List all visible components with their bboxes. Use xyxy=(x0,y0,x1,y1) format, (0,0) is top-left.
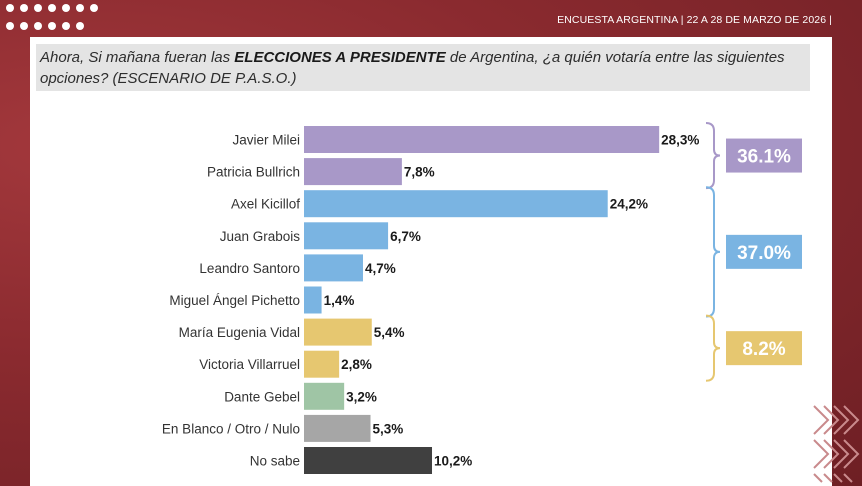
category-label-3: Juan Grabois xyxy=(220,229,301,244)
bar-4 xyxy=(304,254,363,282)
category-label-1: Patricia Bullrich xyxy=(207,165,300,180)
bar-9 xyxy=(304,414,371,442)
value-label-4: 4,7% xyxy=(365,261,396,276)
category-label-10: No sabe xyxy=(250,454,300,469)
category-label-6: María Eugenia Vidal xyxy=(179,325,300,340)
category-label-7: Victoria Villarruel xyxy=(199,357,300,372)
value-label-10: 10,2% xyxy=(434,454,472,469)
bar-3 xyxy=(304,222,389,250)
chevron-pattern-icon xyxy=(813,405,860,483)
bar-chart: Javier Milei 28,3% Patricia Bullrich 7,8% Ax… xyxy=(162,122,802,474)
group-total-0: 36.1% xyxy=(737,147,791,168)
bar-2 xyxy=(304,190,608,218)
bar-0 xyxy=(304,126,660,153)
decorative-dots xyxy=(6,4,106,34)
question-emphasis: ELECCIONES A PRESIDENTE xyxy=(234,49,446,66)
group-brace-0 xyxy=(705,122,721,190)
group-box-2 xyxy=(726,331,802,366)
question-suffix: de Argentina, ¿a quién votaría entre las… xyxy=(40,49,785,87)
value-label-5: 1,4% xyxy=(324,293,355,308)
value-label-0: 28,3% xyxy=(661,133,699,148)
category-label-8: Dante Gebel xyxy=(224,389,300,404)
bar-1 xyxy=(304,158,402,186)
group-box-1 xyxy=(726,234,802,269)
value-label-2: 24,2% xyxy=(610,197,648,212)
value-label-1: 7,8% xyxy=(404,165,435,180)
question-text: Ahora, Si mañana fueran las ELECCIONES A… xyxy=(36,44,810,91)
category-label-0: Javier Milei xyxy=(232,133,300,148)
group-brace-1 xyxy=(705,186,721,318)
survey-header: ENCUESTA ARGENTINA | 22 A 28 DE MARZO DE… xyxy=(557,14,832,26)
bar-6 xyxy=(304,318,372,346)
category-label-5: Miguel Ángel Pichetto xyxy=(169,293,300,308)
bar-7 xyxy=(304,350,340,378)
value-label-6: 5,4% xyxy=(374,325,405,340)
value-label-7: 2,8% xyxy=(341,357,372,372)
category-label-4: Leandro Santoro xyxy=(199,261,300,276)
bar-8 xyxy=(304,382,345,410)
bar-5 xyxy=(304,286,322,314)
group-total-1: 37.0% xyxy=(737,243,791,264)
question-prefix: Ahora, Si mañana fueran las xyxy=(40,49,235,66)
category-label-9: En Blanco / Otro / Nulo xyxy=(162,421,300,436)
category-label-2: Axel Kicillof xyxy=(231,197,300,212)
bar-10 xyxy=(304,447,433,474)
value-label-9: 5,3% xyxy=(373,421,404,436)
group-box-0 xyxy=(726,138,802,173)
value-label-8: 3,2% xyxy=(346,389,377,404)
chart-card: Ahora, Si mañana fueran las ELECCIONES A… xyxy=(30,37,832,486)
group-total-2: 8.2% xyxy=(742,339,785,360)
group-brace-2 xyxy=(705,314,721,382)
value-label-3: 6,7% xyxy=(390,229,421,244)
